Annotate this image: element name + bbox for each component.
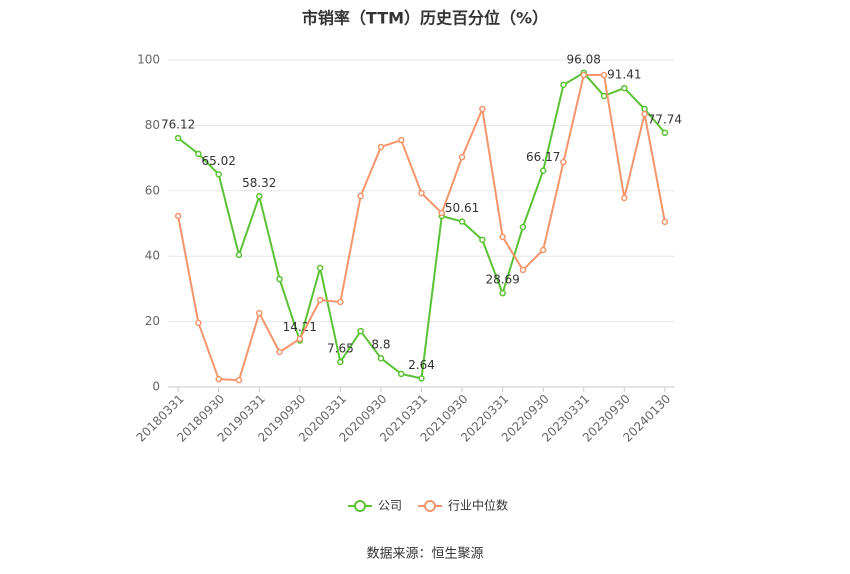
point bbox=[235, 376, 243, 384]
point bbox=[438, 209, 446, 217]
point bbox=[215, 375, 222, 383]
point bbox=[458, 218, 466, 225]
value-label: 96.08 bbox=[567, 52, 601, 66]
point bbox=[418, 375, 425, 382]
point bbox=[377, 354, 385, 362]
point bbox=[316, 264, 324, 272]
point bbox=[539, 167, 547, 174]
point bbox=[357, 192, 364, 200]
point bbox=[458, 153, 466, 161]
point bbox=[174, 212, 182, 220]
legend-label: 公司 bbox=[378, 499, 402, 513]
point bbox=[539, 246, 547, 254]
point bbox=[641, 110, 648, 118]
value-label: 76.12 bbox=[161, 118, 195, 132]
point bbox=[276, 348, 283, 356]
point bbox=[600, 71, 608, 79]
point bbox=[235, 251, 243, 259]
point bbox=[316, 296, 324, 304]
point bbox=[560, 81, 567, 89]
series-line bbox=[177, 71, 666, 380]
point bbox=[357, 327, 364, 335]
point bbox=[621, 84, 628, 92]
point bbox=[418, 189, 425, 197]
value-label: 58.32 bbox=[242, 176, 276, 190]
value-label: 50.61 bbox=[445, 201, 479, 215]
point bbox=[479, 236, 486, 244]
point bbox=[337, 298, 344, 306]
point bbox=[580, 71, 587, 79]
legend-label: 行业中位数 bbox=[448, 498, 508, 513]
point bbox=[499, 233, 506, 241]
y-tick-label: 20 bbox=[145, 314, 160, 328]
point bbox=[256, 309, 263, 317]
point bbox=[377, 143, 385, 151]
point bbox=[296, 335, 304, 343]
y-tick-label: 100 bbox=[137, 53, 160, 67]
point bbox=[519, 266, 527, 274]
chart-title: 市销率（TTM）历史百分位（%） bbox=[302, 9, 548, 28]
point bbox=[499, 289, 506, 297]
point bbox=[174, 134, 182, 142]
point bbox=[397, 136, 405, 144]
point bbox=[621, 194, 628, 202]
point bbox=[276, 275, 283, 283]
point bbox=[661, 129, 669, 137]
point bbox=[215, 171, 222, 178]
value-label: 14.21 bbox=[283, 320, 317, 334]
value-label: 77.74 bbox=[648, 112, 682, 126]
point bbox=[519, 223, 527, 231]
point bbox=[256, 193, 263, 200]
value-label: 28.69 bbox=[485, 273, 519, 287]
point bbox=[195, 319, 202, 327]
point bbox=[195, 150, 202, 158]
value-label: 2.64 bbox=[408, 358, 435, 372]
y-tick-label: 60 bbox=[145, 183, 160, 197]
point bbox=[479, 105, 486, 113]
value-label: 91.41 bbox=[607, 68, 641, 82]
y-tick-label: 80 bbox=[145, 118, 160, 132]
point bbox=[560, 158, 567, 166]
point bbox=[397, 370, 405, 378]
point bbox=[661, 218, 669, 226]
legend-marker bbox=[354, 500, 366, 512]
series-line bbox=[177, 74, 666, 382]
y-tick-label: 0 bbox=[152, 380, 160, 394]
value-label: 8.8 bbox=[371, 338, 390, 352]
legend-marker bbox=[424, 500, 437, 512]
point bbox=[337, 358, 344, 366]
point bbox=[600, 92, 608, 100]
source: 数据来源：恒生聚源 bbox=[366, 547, 483, 562]
value-label: 66.17 bbox=[526, 150, 560, 164]
value-label: 7.65 bbox=[327, 341, 354, 355]
y-tick-label: 40 bbox=[145, 249, 160, 263]
value-label: 65.02 bbox=[202, 154, 236, 168]
